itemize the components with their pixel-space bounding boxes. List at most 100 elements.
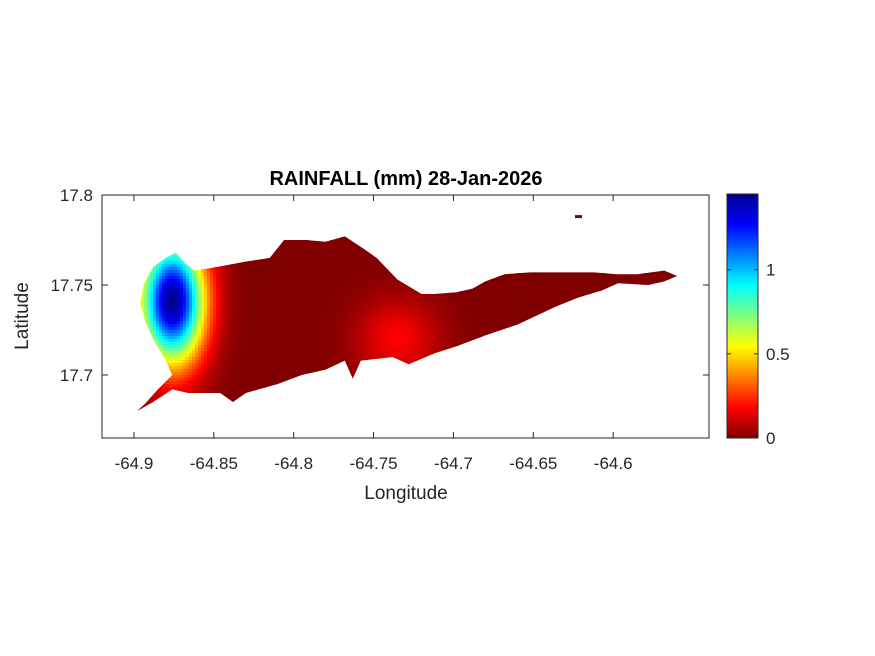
rainfall-cell [351, 231, 355, 235]
rainfall-cell [573, 198, 577, 202]
rainfall-cell [138, 264, 142, 268]
rainfall-cell [117, 213, 121, 217]
rainfall-cell [630, 195, 634, 199]
rainfall-cell [249, 237, 253, 241]
rainfall-cell [132, 258, 136, 262]
rainfall-cell [705, 210, 709, 214]
rainfall-cell [153, 249, 157, 253]
rainfall-cell [615, 198, 619, 202]
rainfall-cell [693, 258, 697, 262]
rainfall-cell [618, 231, 622, 235]
rainfall-cell [207, 243, 211, 247]
rainfall-cell [132, 204, 136, 208]
rainfall-cell [606, 204, 610, 208]
rainfall-cell [405, 258, 409, 262]
rainfall-cell [360, 246, 364, 250]
rainfall-cell [612, 240, 616, 244]
rainfall-cell [198, 210, 202, 214]
rainfall-cell [312, 201, 316, 205]
rainfall-cell [561, 195, 565, 199]
rainfall-cell [543, 264, 547, 268]
rainfall-cell [552, 249, 556, 253]
rainfall-cell [447, 222, 451, 226]
rainfall-cell [537, 249, 541, 253]
rainfall-cell [606, 243, 610, 247]
rainfall-cell [531, 219, 535, 223]
rainfall-cell [696, 222, 700, 226]
rainfall-cell [237, 249, 241, 253]
rainfall-cell [405, 231, 409, 235]
rainfall-cell [318, 222, 322, 226]
rainfall-cell [390, 225, 394, 229]
rainfall-cell [687, 255, 691, 259]
rainfall-cell [705, 195, 709, 199]
rainfall-cell [177, 228, 181, 232]
rainfall-cell [489, 228, 493, 232]
rainfall-cell [681, 228, 685, 232]
rainfall-cell [384, 231, 388, 235]
rainfall-cell [180, 236, 184, 238]
rainfall-cell [696, 210, 700, 214]
rainfall-cell [585, 195, 589, 199]
rainfall-cell [504, 243, 508, 247]
rainfall-cell [255, 225, 259, 229]
rainfall-cell [165, 195, 169, 199]
rainfall-cell [381, 228, 385, 232]
rainfall-cell [693, 207, 697, 211]
rainfall-cell [240, 213, 244, 217]
rainfall-cell [255, 219, 259, 223]
rainfall-cell [216, 252, 220, 256]
rainfall-cell [270, 207, 274, 211]
rainfall-cell [378, 267, 382, 271]
rainfall-cell [423, 264, 427, 268]
rainfall-cell [477, 204, 481, 208]
rainfall-cell [135, 231, 139, 235]
rainfall-cell [546, 252, 550, 256]
rainfall-cell [633, 213, 637, 217]
rainfall-cell [219, 219, 223, 223]
rainfall-cell [474, 198, 478, 202]
rainfall-cell [489, 237, 493, 241]
rainfall-cell [465, 267, 469, 271]
rainfall-cell [483, 195, 487, 199]
rainfall-cell [231, 219, 235, 223]
rainfall-cell [111, 246, 115, 250]
rainfall-cell [570, 252, 574, 256]
rainfall-cell [558, 195, 562, 199]
rainfall-cell [453, 237, 457, 241]
rainfall-cell [546, 236, 550, 238]
rainfall-cell [429, 222, 433, 226]
rainfall-cell [591, 243, 595, 247]
rainfall-cell [618, 237, 622, 241]
rainfall-cell [327, 207, 331, 211]
rainfall-cell [693, 237, 697, 241]
rainfall-cell [321, 198, 325, 202]
rainfall-cell [660, 231, 664, 235]
rainfall-cell [693, 222, 697, 226]
rainfall-cell [459, 228, 463, 232]
rainfall-cell [168, 252, 172, 256]
rainfall-cell [474, 216, 478, 220]
rainfall-cell [447, 228, 451, 232]
rainfall-cell [255, 201, 259, 205]
rainfall-cell [141, 252, 145, 256]
rainfall-cell [585, 255, 589, 259]
rainfall-cell [597, 219, 601, 223]
rainfall-cell [183, 216, 187, 220]
rainfall-cell [597, 195, 601, 199]
rainfall-cell [201, 198, 205, 202]
rainfall-cell [216, 243, 220, 247]
rainfall-cell [351, 237, 355, 241]
rainfall-cell [165, 237, 169, 241]
rainfall-cell [207, 210, 211, 214]
rainfall-cell [435, 252, 439, 256]
rainfall-cell [267, 231, 271, 235]
rainfall-cell [321, 228, 325, 232]
rainfall-cell [168, 228, 172, 232]
rainfall-cell [330, 236, 334, 238]
rainfall-cell [378, 231, 382, 235]
rainfall-cell [156, 195, 160, 199]
rainfall-cell [285, 222, 289, 226]
rainfall-cell [222, 228, 226, 232]
rainfall-cell [543, 237, 547, 241]
